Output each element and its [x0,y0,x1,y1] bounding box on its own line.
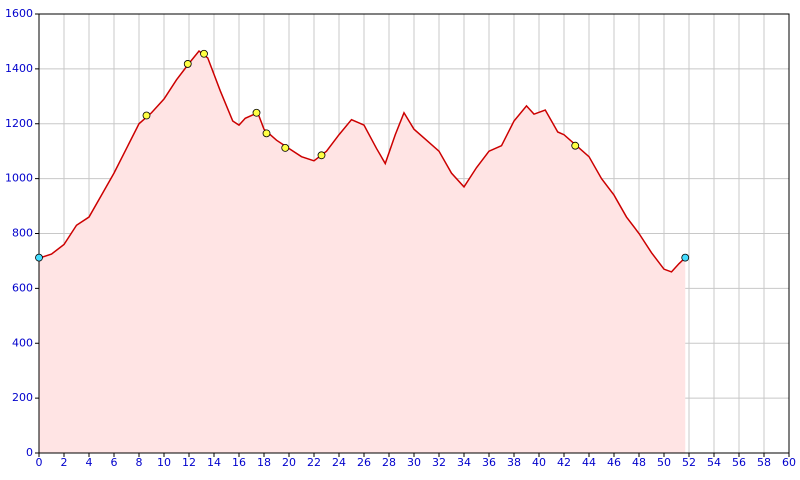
endpoint [35,253,43,262]
waypoint [262,129,271,138]
x-tick-label: 10 [157,456,171,469]
y-tick-label: 1600 [5,7,33,20]
x-tick-label: 16 [232,456,246,469]
x-tick-label: 20 [282,456,296,469]
area-fill [39,51,686,454]
x-tick-label: 40 [532,456,546,469]
x-tick-label: 6 [111,456,118,469]
x-tick-label: 14 [207,456,221,469]
x-tick-label: 28 [382,456,396,469]
elevation-line [38,49,686,273]
y-tick-label: 200 [12,391,33,404]
x-tick-label: 18 [257,456,271,469]
y-tick-label: 1400 [5,62,33,75]
y-tick-label: 1000 [5,172,33,185]
x-tick-label: 44 [582,456,596,469]
x-tick-label: 12 [182,456,196,469]
x-tick-label: 58 [757,456,771,469]
waypoint [317,151,326,160]
x-tick-label: 50 [657,456,671,469]
x-tick-label: 36 [482,456,496,469]
waypoint [281,143,290,152]
waypoint [200,49,208,58]
y-tick-label: 600 [12,281,33,294]
x-tick-label: 8 [136,456,143,469]
x-tick-label: 4 [86,456,93,469]
x-tick-label: 48 [632,456,646,469]
x-tick-label: 22 [307,456,321,469]
waypoint [183,60,192,68]
x-tick-label: 54 [707,456,721,469]
x-tick-label: 2 [61,456,68,469]
x-tick-label: 26 [357,456,371,469]
x-tick-label: 0 [36,456,43,469]
plot-border [38,13,790,454]
x-tick-label: 42 [557,456,571,469]
x-tick-label: 52 [682,456,696,469]
x-tick-label: 56 [732,456,746,469]
x-tick-label: 24 [332,456,346,469]
y-tick-label: 800 [12,227,33,240]
x-tick-label: 30 [407,456,421,469]
waypoint [252,108,261,117]
x-tick-label: 32 [432,456,446,469]
waypoint [142,111,151,120]
endpoint [681,253,690,262]
x-tick-label: 46 [607,456,621,469]
y-tick-label: 1200 [5,117,33,130]
x-tick-label: 34 [457,456,471,469]
x-tick-label: 38 [507,456,521,469]
x-tick-label: 60 [782,456,796,469]
y-tick-label: 0 [26,446,33,459]
waypoint [571,141,580,150]
y-tick-label: 400 [12,336,33,349]
